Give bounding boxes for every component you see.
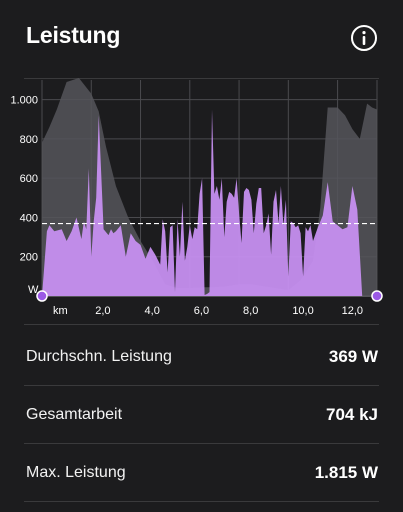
- stat-value: 704 kJ: [326, 405, 378, 424]
- x-axis-labels: 2,0 4,0 6,0 8,0 10,0 12,0: [95, 305, 363, 317]
- stat-value: 369 W: [328, 347, 378, 366]
- y-axis-labels: 1.000 800 600 400 200: [10, 95, 38, 264]
- y-tick-label: 800: [20, 134, 38, 146]
- x-tick-label: 12,0: [342, 305, 363, 317]
- range-markers: [36, 290, 383, 302]
- stat-value: 1.815 W: [314, 463, 378, 482]
- stat-avg-power: Durchschn. Leistung 369 W: [26, 337, 378, 377]
- info-circle-icon: [351, 25, 377, 51]
- y-tick-label: 200: [20, 252, 38, 264]
- y-unit-label: W: [28, 284, 39, 296]
- divider: [24, 385, 379, 386]
- divider: [24, 324, 379, 325]
- x-tick-label: 4,0: [145, 305, 160, 317]
- elevation-area: [42, 78, 377, 296]
- y-tick-label: 400: [20, 212, 38, 224]
- power-area: [42, 109, 377, 296]
- y-tick-label: 600: [20, 173, 38, 185]
- page-title: Leistung: [26, 22, 121, 48]
- divider: [24, 501, 379, 502]
- power-chart[interactable]: 1.000 800 600 400 200 2,0 4,0 6,0 8,0 10,0 12,0 W…: [0, 78, 403, 324]
- range-start-handle[interactable]: [36, 290, 48, 302]
- x-unit-label: km: [53, 305, 68, 317]
- stat-total-work: Gesamtarbeit 704 kJ: [26, 395, 378, 435]
- stat-label: Max. Leistung: [26, 464, 126, 481]
- info-icon[interactable]: [350, 24, 378, 52]
- x-tick-label: 6,0: [194, 305, 209, 317]
- x-tick-label: 2,0: [95, 305, 110, 317]
- power-chart-svg: 1.000 800 600 400 200 2,0 4,0 6,0 8,0 10,0 12,0 W…: [10, 78, 383, 317]
- stat-max-power: Max. Leistung 1.815 W: [26, 453, 378, 493]
- stat-label: Gesamtarbeit: [26, 406, 123, 423]
- divider: [24, 78, 379, 79]
- header: Leistung: [0, 0, 403, 80]
- divider: [24, 443, 379, 444]
- x-tick-label: 8,0: [243, 305, 258, 317]
- x-tick-label: 10,0: [292, 305, 313, 317]
- range-end-handle[interactable]: [371, 290, 383, 302]
- y-tick-label: 1.000: [10, 95, 38, 107]
- stat-label: Durchschn. Leistung: [26, 348, 172, 365]
